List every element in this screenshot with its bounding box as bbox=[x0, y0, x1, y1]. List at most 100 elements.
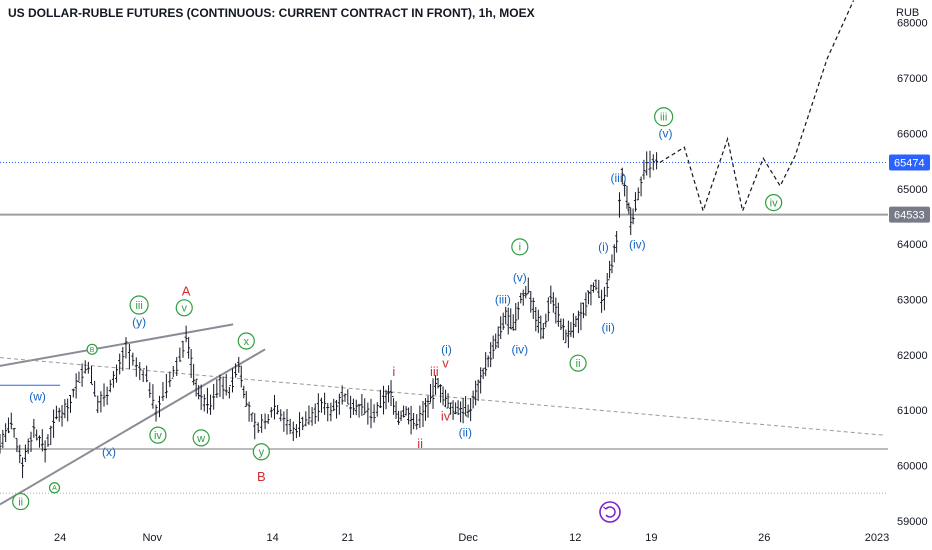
y-tick-label: 61000 bbox=[897, 405, 928, 417]
y-axis[interactable]: 59000 60000 61000 62000 63000 64000 65000 66000… bbox=[889, 18, 930, 528]
wave-label: x bbox=[237, 332, 255, 350]
wave-label-text: (w) bbox=[29, 390, 46, 404]
wave-label: (iii) bbox=[611, 171, 627, 185]
wave-label-text: B bbox=[257, 469, 266, 484]
wave-label-text: (iii) bbox=[495, 293, 511, 307]
wave-circle bbox=[654, 107, 674, 127]
trendline bbox=[0, 357, 884, 436]
wave-label-text: (x) bbox=[102, 445, 116, 459]
y-tick-label: 59000 bbox=[897, 516, 928, 528]
wave-label-text: iv bbox=[154, 430, 162, 442]
projection-path bbox=[659, 0, 855, 213]
wave-circle bbox=[48, 482, 61, 494]
wave-label-text: A bbox=[52, 485, 57, 492]
wave-circle bbox=[129, 295, 149, 315]
wave-label: (w) bbox=[29, 390, 46, 404]
trendline-layer bbox=[0, 323, 884, 506]
price-label-badge bbox=[889, 154, 930, 171]
wave-label-text: (i) bbox=[441, 343, 452, 357]
wave-label: w bbox=[192, 429, 210, 447]
x-tick-label: Dec bbox=[458, 532, 478, 544]
wave-label: i bbox=[392, 364, 395, 379]
wave-label-text: w bbox=[196, 433, 205, 445]
x-tick-label: 24 bbox=[54, 532, 66, 544]
wave-label: (i) bbox=[441, 343, 452, 357]
trendline bbox=[0, 348, 266, 506]
wave-label-text: (iii) bbox=[611, 171, 627, 185]
wave-circle bbox=[765, 193, 783, 212]
chart-title: US DOLLAR-RUBLE FUTURES (CONTINUOUS: CUR… bbox=[8, 6, 535, 20]
wave-label-text: x bbox=[244, 336, 250, 348]
x-tick-label: 12 bbox=[569, 532, 581, 544]
x-tick-label: 19 bbox=[645, 532, 657, 544]
wave-label-text: (i) bbox=[598, 240, 609, 254]
wave-label: ii bbox=[569, 354, 587, 372]
wave-label: (v) bbox=[513, 271, 527, 285]
wave-label: (x) bbox=[102, 445, 116, 459]
wave-label: y bbox=[252, 443, 270, 461]
y-tick-label: 66000 bbox=[897, 128, 928, 140]
wave-circle bbox=[252, 443, 270, 461]
wave-label-text: (iv) bbox=[511, 343, 528, 357]
wave-label-text: B bbox=[90, 347, 95, 354]
wave-label: (v) bbox=[659, 127, 673, 141]
wave-label: iv bbox=[441, 408, 451, 423]
wave-label: (ii) bbox=[459, 426, 472, 440]
wave-label: B bbox=[86, 343, 98, 355]
wave-label-text: (ii) bbox=[602, 320, 615, 334]
wave-label: ii bbox=[417, 436, 423, 451]
wave-label: A bbox=[48, 482, 61, 494]
wave-label-text: i bbox=[519, 242, 521, 254]
wave-label-text: ii bbox=[417, 436, 423, 451]
wave-label-text: (iv) bbox=[629, 237, 646, 251]
wave-label-text: A bbox=[182, 284, 191, 299]
wave-label-text: i bbox=[392, 364, 395, 379]
trendline bbox=[0, 323, 234, 367]
y-tick-label: 67000 bbox=[897, 73, 928, 85]
replay-icon[interactable] bbox=[599, 501, 621, 523]
wave-label: (ii) bbox=[602, 320, 615, 334]
wave-label-text: (y) bbox=[132, 315, 146, 329]
x-tick-label: 21 bbox=[342, 532, 354, 544]
y-tick-label: 64000 bbox=[897, 239, 928, 251]
wave-label: v bbox=[175, 299, 193, 317]
wave-circle bbox=[149, 426, 167, 444]
wave-label: v bbox=[442, 356, 449, 371]
wave-label: iii bbox=[129, 295, 149, 315]
wave-label: (iv) bbox=[629, 237, 646, 251]
wave-circle bbox=[237, 332, 255, 350]
wave-label: (y) bbox=[132, 315, 146, 329]
price-label-badge bbox=[889, 206, 930, 223]
x-tick-label: 14 bbox=[266, 532, 278, 544]
wave-label-text: iii bbox=[135, 300, 142, 312]
price-label-text: 65474 bbox=[894, 158, 925, 170]
wave-label-text: y bbox=[259, 447, 265, 459]
wave-label: (iv) bbox=[511, 343, 528, 357]
price-layer bbox=[0, 150, 659, 479]
wave-label: i bbox=[511, 238, 529, 256]
wave-label: (i) bbox=[598, 240, 609, 254]
wave-label: iii bbox=[654, 107, 674, 127]
projection-layer bbox=[659, 0, 855, 213]
y-tick-label: 65000 bbox=[897, 184, 928, 196]
currency-label: RUB bbox=[896, 7, 919, 19]
wave-circle bbox=[569, 354, 587, 372]
wave-label-text: ii bbox=[576, 358, 581, 370]
wave-label: B bbox=[257, 469, 266, 484]
wave-label-text: (v) bbox=[513, 271, 527, 285]
x-tick-label: 2023 bbox=[865, 532, 889, 544]
wave-label-text: iii bbox=[660, 112, 667, 124]
y-tick-label: 63000 bbox=[897, 294, 928, 306]
wave-circle bbox=[192, 429, 210, 447]
price-label-text: 64533 bbox=[894, 210, 925, 222]
wave-label: iv bbox=[765, 193, 783, 212]
level-layer bbox=[0, 162, 888, 494]
wave-circle bbox=[511, 238, 529, 256]
wave-label: (iii) bbox=[495, 293, 511, 307]
y-tick-label: 68000 bbox=[897, 18, 928, 30]
wave-label: iii bbox=[430, 364, 439, 379]
wave-label: iv bbox=[149, 426, 167, 444]
x-axis[interactable]: 24 Nov 14 21 Dec 12 19 26 2023 bbox=[54, 532, 889, 544]
